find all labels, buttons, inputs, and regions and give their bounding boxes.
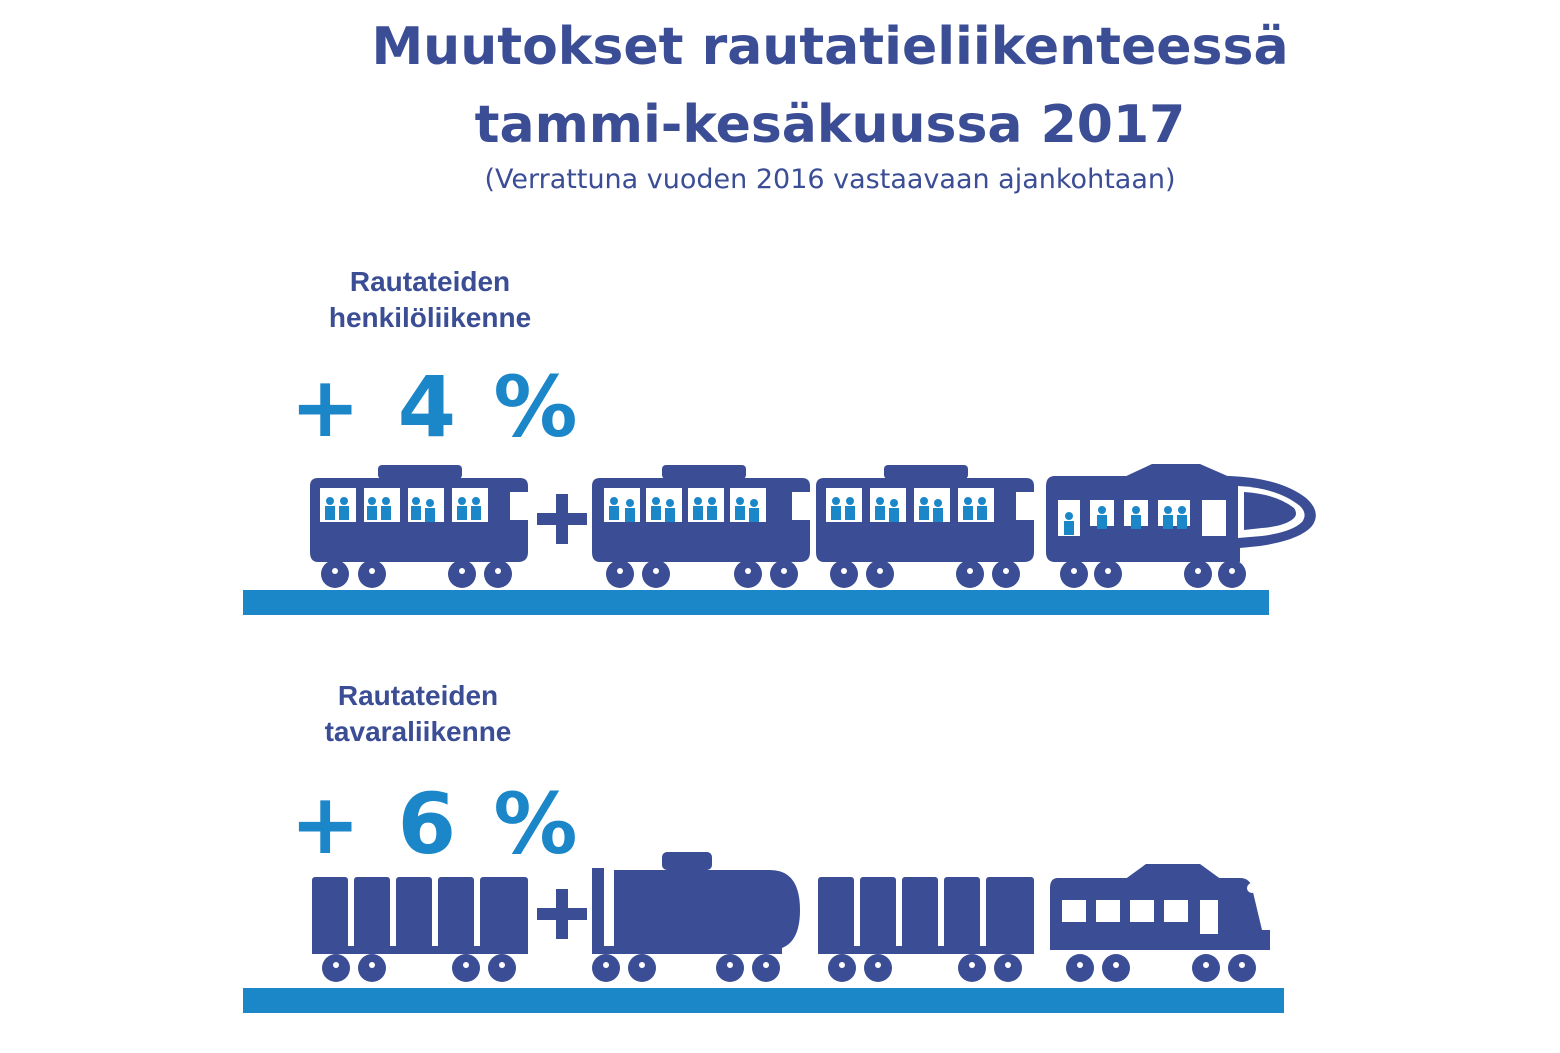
freight-locomotive <box>1050 864 1270 982</box>
freight-traffic-label: Rautateiden tavaraliikenne <box>218 678 618 750</box>
passenger-label-line-2: henkilöliikenne <box>328 302 532 333</box>
freight-train-icon <box>312 852 1270 982</box>
freight-car-2 <box>818 877 1034 982</box>
passenger-rail-track <box>243 590 1269 615</box>
plus-icon <box>537 889 587 939</box>
freight-change-value: + 6 % <box>290 775 582 873</box>
freight-rail-track <box>243 988 1284 1013</box>
passenger-car-3 <box>816 465 1034 588</box>
freight-label-line-2: tavaraliikenne <box>324 716 512 747</box>
passenger-train-icon <box>310 464 1316 588</box>
page-title-line-2: tammi-kesäkuussa 2017 <box>474 95 1186 155</box>
freight-tank-car <box>592 852 800 982</box>
passenger-change-value: + 4 % <box>290 358 582 456</box>
freight-car-1 <box>312 877 528 982</box>
passenger-label-line-1: Rautateiden <box>349 266 511 297</box>
page-title-line-1: Muutokset rautatieliikenteessä <box>371 17 1289 77</box>
passenger-car-2 <box>592 465 810 588</box>
page-subtitle: (Verrattuna vuoden 2016 vastaavaan ajank… <box>484 164 1176 195</box>
passenger-locomotive <box>1046 464 1316 588</box>
passenger-traffic-label: Rautateiden henkilöliikenne <box>230 264 630 336</box>
passenger-car-1 <box>310 465 528 588</box>
plus-icon <box>537 494 587 544</box>
freight-label-line-1: Rautateiden <box>337 680 499 711</box>
